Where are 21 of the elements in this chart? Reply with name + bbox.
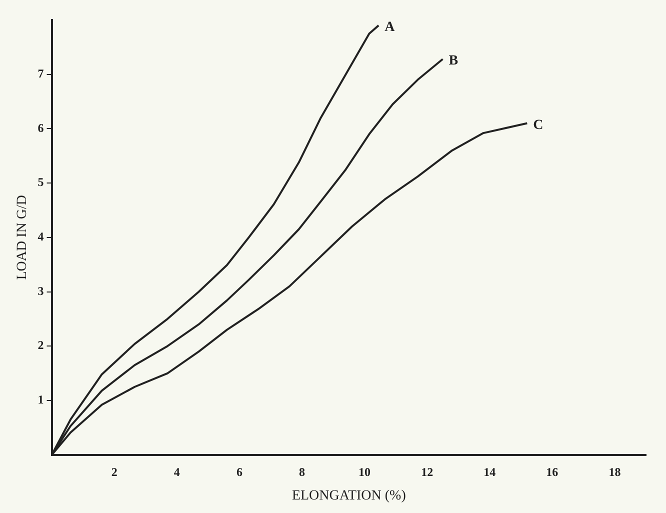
x-tick-label: 18	[608, 465, 621, 480]
y-tick-label: 6	[38, 120, 44, 135]
x-tick-label: 14	[484, 465, 496, 480]
x-tick-label: 4	[174, 465, 180, 480]
y-tick-label: 3	[38, 284, 44, 298]
series-label: C	[533, 118, 544, 133]
x-tick-label: 6	[236, 465, 242, 480]
y-tick-label: 4	[38, 229, 44, 244]
y-axis-title: LOAD IN G/D	[15, 195, 30, 280]
series-label: B	[448, 54, 458, 69]
y-tick-label: 5	[38, 175, 44, 190]
x-tick-label: 16	[546, 465, 558, 480]
x-tick-label: 8	[298, 465, 305, 480]
x-axis-title: ELONGATION (%)	[292, 488, 406, 504]
y-tick-label: 7	[38, 66, 44, 80]
x-tick-label: 2	[111, 465, 118, 480]
y-tick-label: 2	[38, 338, 44, 352]
x-tick-label: 10	[358, 465, 371, 480]
y-tick-label: 1	[38, 392, 44, 407]
series-label: A	[384, 20, 396, 36]
x-tick-label: 12	[421, 465, 434, 480]
